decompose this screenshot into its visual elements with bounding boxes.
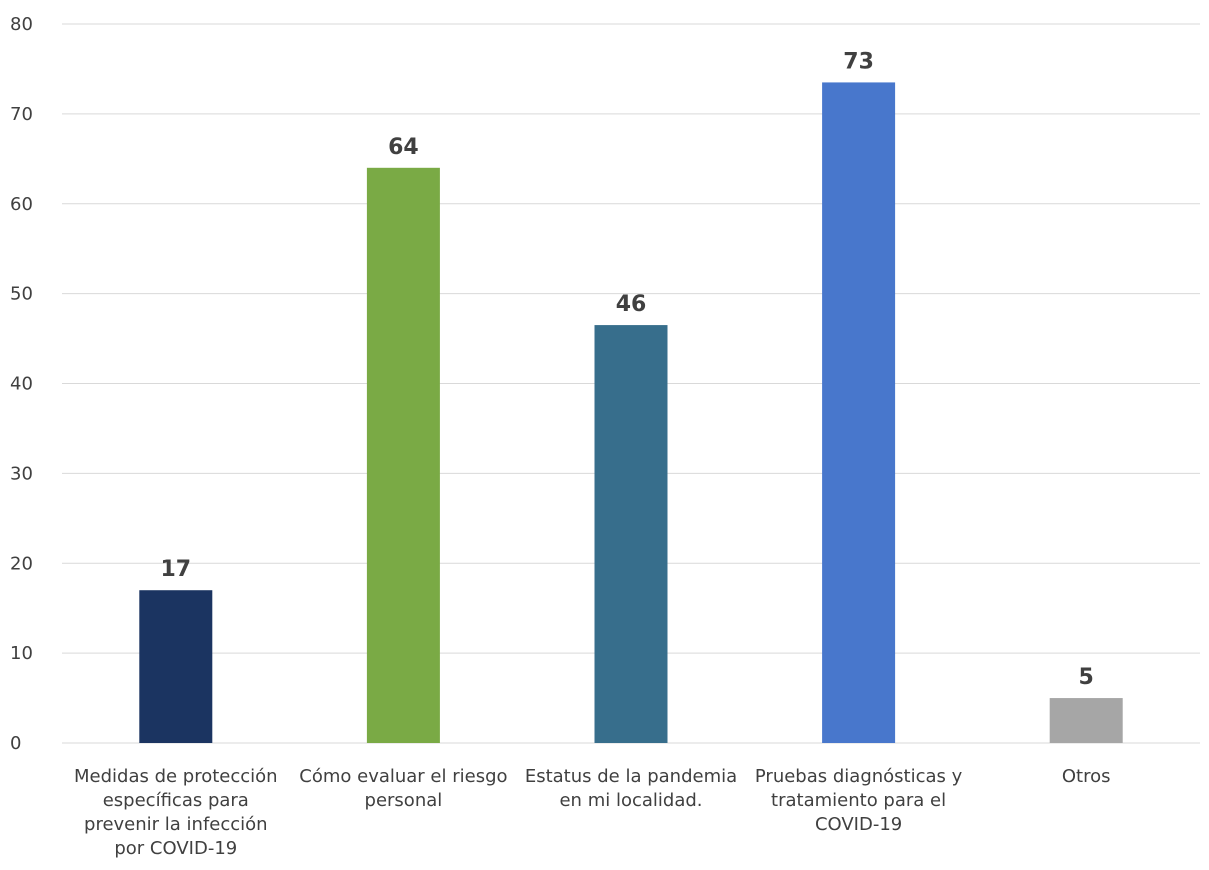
category-label-line: por COVID-19 — [114, 838, 237, 859]
y-tick-label: 70 — [10, 104, 33, 125]
category-label-line: específicas para — [103, 790, 249, 811]
category-label: Otros — [1062, 766, 1111, 787]
data-label: 17 — [160, 557, 191, 582]
category-label-line: Cómo evaluar el riesgo — [299, 766, 507, 787]
data-label: 5 — [1079, 665, 1094, 690]
category-label: Estatus de la pandemia en mi localidad. — [525, 766, 737, 811]
bar — [594, 325, 668, 743]
category-label-line: en mi localidad. — [559, 790, 702, 811]
data-label: 64 — [388, 135, 419, 160]
category-label: Cómo evaluar el riesgo personal — [299, 766, 507, 811]
category-label-line: Pruebas diagnósticas y — [755, 766, 963, 787]
category-label-line: tratamiento para el — [771, 790, 946, 811]
y-tick-label: 0 — [10, 733, 21, 754]
bar — [139, 590, 213, 743]
category-labels: Medidas de protección específicas para pre… — [74, 766, 1111, 859]
y-tick-label: 10 — [10, 643, 33, 664]
category-label: Pruebas diagnósticas y tratamiento para e… — [755, 766, 963, 835]
data-label: 46 — [616, 292, 647, 317]
data-labels: 17 64 46 73 5 — [160, 49, 1093, 690]
y-tick-label: 50 — [10, 284, 33, 305]
bar — [366, 167, 440, 744]
category-label-line: Medidas de protección — [74, 766, 278, 787]
y-tick-label: 30 — [10, 463, 33, 484]
y-tick-label: 80 — [10, 14, 33, 35]
y-tick-label: 20 — [10, 553, 33, 574]
category-label-line: COVID-19 — [815, 814, 902, 835]
category-label-line: prevenir la infección — [84, 814, 268, 835]
category-label-line: Otros — [1062, 766, 1111, 787]
bar — [1049, 698, 1123, 743]
category-label: Medidas de protección específicas para pre… — [74, 766, 278, 859]
y-tick-label: 40 — [10, 374, 33, 395]
bars — [139, 82, 1123, 744]
y-axis-ticks: 0 10 20 30 40 50 60 70 80 — [10, 14, 33, 754]
data-label: 73 — [843, 49, 874, 74]
y-tick-label: 60 — [10, 194, 33, 215]
bar — [822, 82, 896, 743]
category-label-line: personal — [365, 790, 443, 811]
category-label-line: Estatus de la pandemia — [525, 766, 737, 787]
